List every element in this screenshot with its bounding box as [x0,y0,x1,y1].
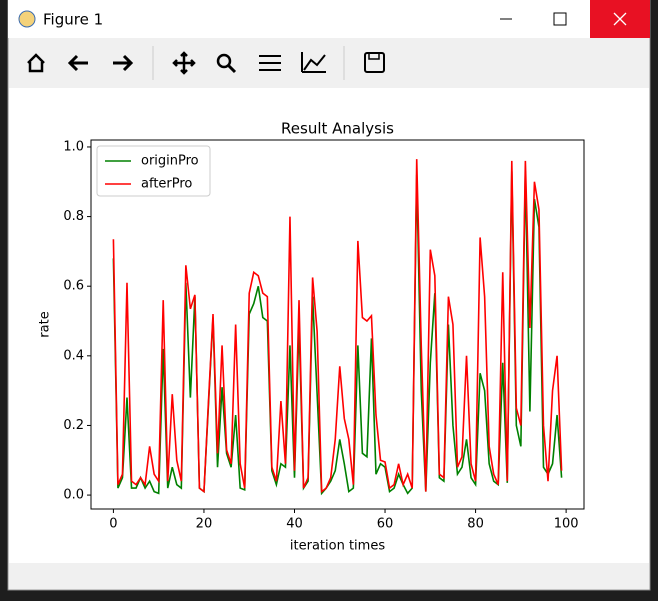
status-bar [9,563,649,589]
y-tick-label: 1.0 [63,139,84,154]
x-tick-label: 80 [467,517,484,532]
zoom-handle [226,63,237,74]
close-icon [613,12,627,26]
x-tick-label: 20 [196,517,213,532]
x-axis-label: iteration times [290,539,385,554]
title-bar [8,0,650,38]
home-button[interactable] [27,53,45,73]
legend-label: originPro [141,154,199,169]
back-button[interactable] [67,54,88,72]
zoom-button[interactable] [216,53,232,69]
toolbar [9,38,649,88]
edit-button[interactable] [301,52,326,73]
configure-button[interactable] [259,55,281,71]
y-tick-label: 0.6 [63,279,84,294]
window-title: Figure 1 [43,11,103,29]
save-icon-detail [368,52,380,60]
y-tick-label: 0.8 [63,209,84,224]
x-tick-label: 100 [554,517,579,532]
y-tick-label: 0.4 [63,348,84,363]
y-tick-label: 0.0 [63,488,84,503]
legend-label: afterPro [141,177,192,192]
y-axis-label: rate [38,311,53,337]
chart-title: Result Analysis [281,120,394,138]
x-tick-label: 40 [286,517,303,532]
series-line [112,171,563,496]
window [7,0,651,591]
app-icon [18,10,36,28]
chart: Result Analysis iteration times rate 0 20 40 6… [38,120,585,554]
x-tick-label: 0 [109,517,117,532]
axes-frame [90,139,585,510]
y-tick-label: 0.2 [63,418,84,433]
maximize-button[interactable] [553,12,567,26]
pan-button[interactable] [172,51,196,75]
x-tick-label: 60 [377,517,394,532]
forward-button[interactable] [113,54,134,72]
series-line [112,159,563,494]
